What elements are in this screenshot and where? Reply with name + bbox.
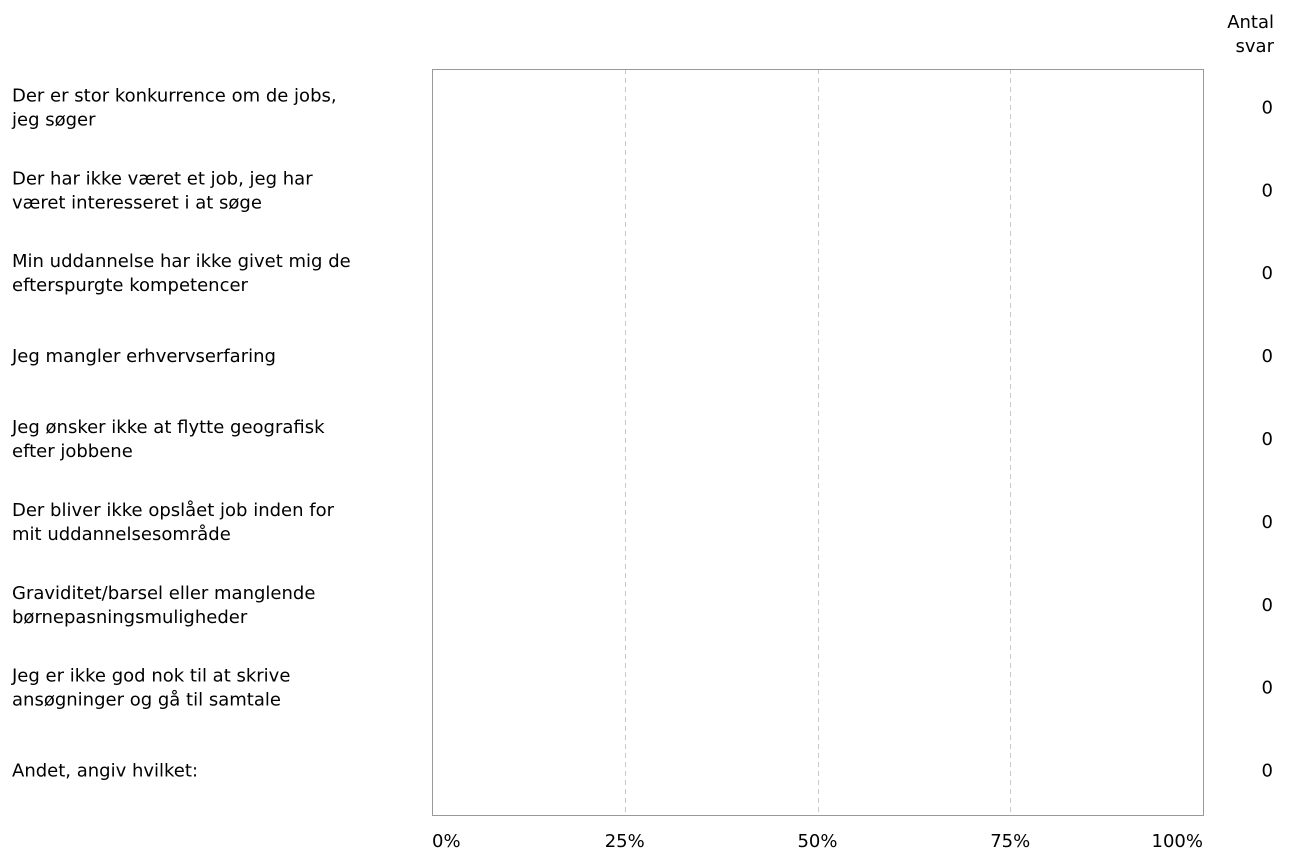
- category-label: Min uddannelse har ikke givet mig de efte…: [12, 251, 351, 296]
- category-label: Graviditet/barsel eller manglende børnepa…: [12, 583, 315, 628]
- response-count: 0: [1262, 678, 1273, 699]
- category-label: Andet, angiv hvilket:: [12, 761, 198, 782]
- category-label: Der har ikke været et job, jeg har været …: [12, 168, 313, 213]
- grid-lines: [625, 69, 1011, 815]
- response-count: 0: [1262, 346, 1273, 367]
- category-label: Jeg mangler erhvervserfaring: [11, 346, 276, 367]
- category-labels: Der er stor konkurrence om de jobs, jeg s…: [11, 85, 351, 781]
- response-counts: 0 0 0 0 0 0 0 0 0: [1262, 97, 1273, 781]
- x-tick-label: 25%: [605, 831, 645, 852]
- response-count: 0: [1262, 595, 1273, 616]
- category-label: Jeg ønsker ikke at flytte geografisk efte…: [11, 417, 325, 462]
- x-tick-label: 100%: [1152, 831, 1203, 852]
- category-label: Der er stor konkurrence om de jobs, jeg s…: [11, 85, 337, 130]
- response-count: 0: [1262, 97, 1273, 118]
- x-tick-label: 0%: [432, 831, 461, 852]
- category-label: Jeg er ikke god nok til at skrive ansøgni…: [11, 666, 290, 711]
- category-label: Der bliver ikke opslået job inden for mit…: [12, 500, 335, 545]
- x-tick-label: 50%: [797, 831, 837, 852]
- response-count: 0: [1262, 429, 1273, 450]
- response-count: 0: [1262, 512, 1273, 533]
- count-column-header: Antal svar: [1227, 12, 1274, 57]
- x-tick-label: 75%: [990, 831, 1030, 852]
- x-axis-ticks: 0% 25% 50% 75% 100%: [432, 831, 1203, 852]
- response-count: 0: [1262, 263, 1273, 284]
- response-count: 0: [1262, 180, 1273, 201]
- response-count: 0: [1262, 761, 1273, 782]
- plot-area-frame: [432, 69, 1204, 816]
